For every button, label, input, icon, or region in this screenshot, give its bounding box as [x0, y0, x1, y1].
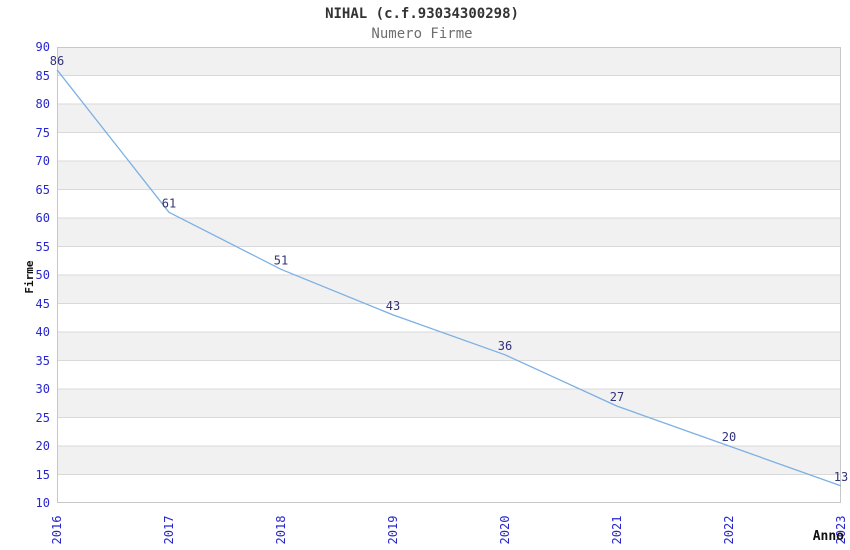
- plot-band: [57, 446, 841, 475]
- y-tick-label: 55: [35, 239, 50, 254]
- y-tick-label: 50: [35, 268, 50, 282]
- plot-band: [57, 132, 841, 161]
- plot-band: [57, 474, 841, 503]
- plot-band: [57, 275, 841, 304]
- point-value-label: 20: [722, 430, 736, 444]
- y-tick-label: 30: [35, 382, 50, 396]
- chart-title: NIHAL (c.f.93034300298): [325, 6, 519, 22]
- data-line: [56, 69, 842, 487]
- plot-band: [57, 75, 841, 104]
- x-tick-label: 2019: [386, 515, 400, 545]
- point-value-label: 27: [610, 390, 624, 404]
- plot-band: [57, 218, 841, 247]
- y-tick-label: 90: [35, 40, 50, 54]
- plot-band: [57, 417, 841, 446]
- y-tick-label: 10: [35, 496, 50, 510]
- x-tick-label: 2021: [610, 515, 624, 545]
- point-value-label: 13: [834, 470, 848, 484]
- x-tick-label: 2018: [274, 515, 288, 545]
- point-value-label: 43: [386, 299, 400, 313]
- plot-band: [57, 189, 841, 218]
- y-tick-label: 15: [35, 467, 50, 482]
- y-tick-label: 25: [35, 410, 50, 425]
- plot-band: [57, 332, 841, 361]
- y-tick-label: 75: [35, 125, 50, 140]
- y-tick-label: 65: [35, 182, 50, 197]
- plot-border: [57, 47, 841, 503]
- point-value-label: 61: [162, 196, 176, 210]
- x-tick-label: 2017: [162, 515, 176, 545]
- plot-band: [57, 389, 841, 418]
- y-tick-label: 20: [35, 439, 50, 453]
- plot-band: [57, 161, 841, 190]
- x-tick-label: 2022: [722, 515, 736, 545]
- chart-subtitle: Numero Firme: [371, 26, 473, 42]
- point-value-label: 51: [274, 253, 288, 267]
- plot-band: [57, 47, 841, 76]
- plot-area: 86 61 51 43 36 27 20 13: [50, 47, 848, 503]
- point-value-label: 36: [498, 339, 512, 353]
- y-tick-label: 85: [35, 68, 50, 83]
- plot-band: [57, 104, 841, 133]
- y-tick-label: 40: [35, 325, 50, 339]
- x-tick-label: 2020: [498, 515, 512, 545]
- y-tick-label: 35: [35, 353, 50, 368]
- x-axis-title: Anno: [812, 529, 844, 544]
- y-tick-label: 80: [35, 97, 50, 111]
- plot-band: [57, 360, 841, 389]
- y-tick-label: 45: [35, 296, 50, 311]
- plot-band: [57, 303, 841, 332]
- plot-band: [57, 246, 841, 275]
- x-tick-label: 2016: [50, 515, 64, 545]
- point-value-label: 86: [50, 54, 64, 68]
- y-tick-label: 70: [35, 154, 50, 168]
- y-tick-label: 60: [35, 211, 50, 225]
